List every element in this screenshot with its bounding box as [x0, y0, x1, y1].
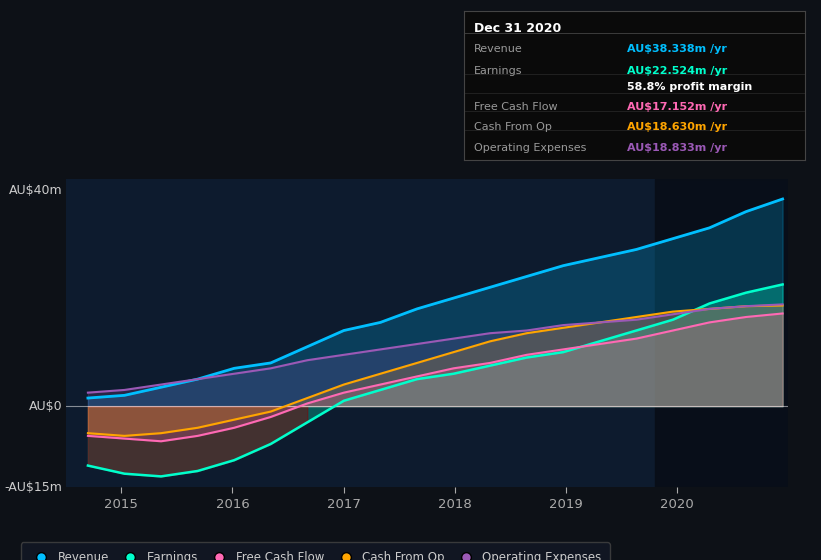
Text: AU$17.152m /yr: AU$17.152m /yr	[627, 102, 727, 112]
Text: Earnings: Earnings	[474, 66, 523, 76]
Text: Cash From Op: Cash From Op	[474, 123, 552, 133]
Legend: Revenue, Earnings, Free Cash Flow, Cash From Op, Operating Expenses: Revenue, Earnings, Free Cash Flow, Cash …	[21, 543, 610, 560]
Text: AU$22.524m /yr: AU$22.524m /yr	[627, 66, 727, 76]
Text: Revenue: Revenue	[474, 44, 523, 54]
Bar	[655, 179, 788, 487]
Text: AU$0: AU$0	[29, 400, 62, 413]
Text: Free Cash Flow: Free Cash Flow	[474, 102, 557, 112]
Text: AU$18.630m /yr: AU$18.630m /yr	[627, 123, 727, 133]
Text: Dec 31 2020: Dec 31 2020	[474, 22, 562, 35]
Text: -AU$15m: -AU$15m	[4, 480, 62, 494]
Text: AU$18.833m /yr: AU$18.833m /yr	[627, 143, 727, 153]
Text: AU$38.338m /yr: AU$38.338m /yr	[627, 44, 727, 54]
Text: 58.8% profit margin: 58.8% profit margin	[627, 82, 753, 92]
Text: Operating Expenses: Operating Expenses	[474, 143, 586, 153]
Text: AU$40m: AU$40m	[8, 184, 62, 197]
